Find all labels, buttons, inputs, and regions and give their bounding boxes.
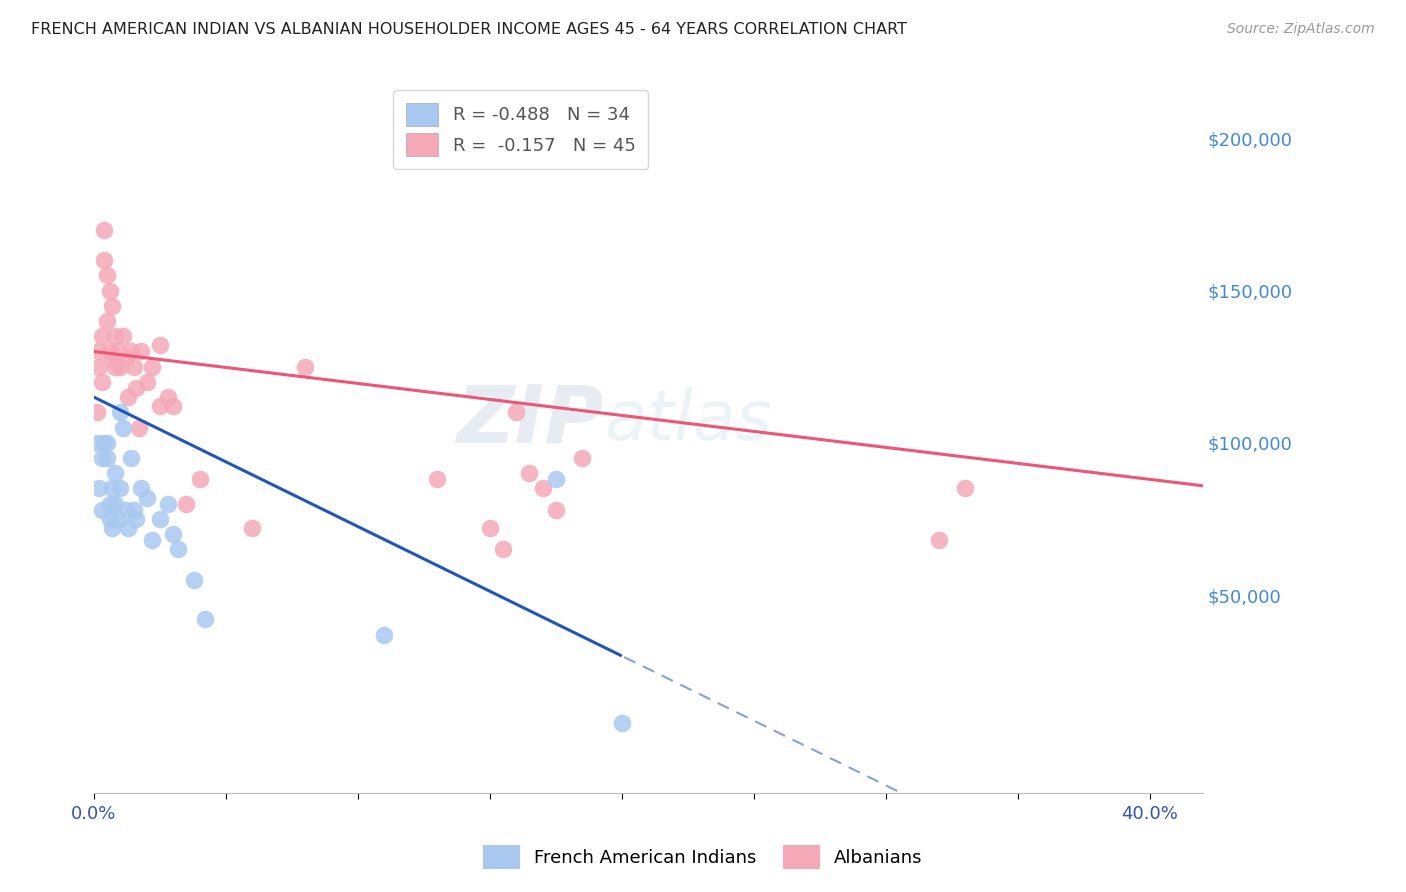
Point [519,467,541,481]
Point [156,497,179,511]
Point [101,482,124,496]
Point [110,405,132,419]
Point [162,527,184,541]
Point [117,390,139,404]
Point [141,359,163,374]
Point [571,451,593,466]
Point [104,467,127,481]
Point [89,344,111,359]
Point [149,512,172,526]
Point [156,390,179,404]
Point [183,573,205,587]
Point [373,627,395,641]
Point [111,420,134,434]
Legend: French American Indians, Albanians: French American Indians, Albanians [477,838,929,876]
Point [188,472,211,486]
Point [426,472,449,486]
Point [90,375,112,389]
Point [149,338,172,352]
Point [505,405,527,419]
Point [93,253,115,268]
Point [98,512,121,526]
Point [167,542,190,557]
Point [89,359,111,374]
Point [101,299,124,313]
Point [125,512,148,526]
Point [101,521,124,535]
Text: ZIP: ZIP [457,382,605,460]
Point [478,521,501,535]
Point [114,351,136,365]
Point [90,451,112,466]
Point [176,497,198,511]
Point [111,329,134,343]
Point [128,420,150,434]
Point [122,503,145,517]
Point [149,399,172,413]
Point [492,542,515,557]
Point [135,491,157,505]
Text: Source: ZipAtlas.com: Source: ZipAtlas.com [1227,22,1375,37]
Point [544,503,567,517]
Point [610,715,633,730]
Point [104,359,127,374]
Point [96,268,118,283]
Point [93,222,115,236]
Point [294,359,316,374]
Point [110,482,132,496]
Point [96,435,118,450]
Text: atlas: atlas [605,387,772,454]
Point [89,482,111,496]
Text: FRENCH AMERICAN INDIAN VS ALBANIAN HOUSEHOLDER INCOME AGES 45 - 64 YEARS CORRELA: FRENCH AMERICAN INDIAN VS ALBANIAN HOUSE… [31,22,907,37]
Point [162,399,184,413]
Point [131,482,153,496]
Point [98,497,121,511]
Point [953,482,976,496]
Point [117,521,139,535]
Point [104,497,127,511]
Point [101,351,124,365]
Point [120,344,142,359]
Point [135,375,157,389]
Point [122,359,145,374]
Point [107,344,129,359]
Point [86,435,108,450]
Point [114,503,136,517]
Point [544,472,567,486]
Point [194,612,217,626]
Point [98,284,121,298]
Point [141,533,163,548]
Point [93,435,115,450]
Legend: R = -0.488   N = 34, R =  -0.157   N = 45: R = -0.488 N = 34, R = -0.157 N = 45 [394,90,648,169]
Point [131,344,153,359]
Point [125,381,148,395]
Point [240,521,263,535]
Point [110,359,132,374]
Point [120,451,142,466]
Point [531,482,554,496]
Point [90,329,112,343]
Point [928,533,950,548]
Point [96,314,118,328]
Point [107,512,129,526]
Point [96,451,118,466]
Point [90,503,112,517]
Point [86,405,108,419]
Point [98,344,121,359]
Point [104,329,127,343]
